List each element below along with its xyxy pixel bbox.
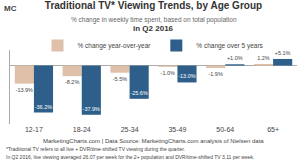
svg-text:*Traditional TV refers to all: *Traditional TV refers to all live + DVR… xyxy=(6,146,185,152)
svg-text:35-49: 35-49 xyxy=(168,126,186,133)
svg-text:18-24: 18-24 xyxy=(73,126,91,133)
svg-text:in Q2 2016: in Q2 2016 xyxy=(133,24,174,33)
svg-text:In Q2 2016, live viewing avera: In Q2 2016, live viewing averaged 26.07 … xyxy=(6,154,254,160)
svg-text:% change in weekly time spent,: % change in weekly time spent, based on … xyxy=(71,16,237,24)
svg-text:% change year-over-year: % change year-over-year xyxy=(78,42,152,50)
svg-text:+1.0%: +1.0% xyxy=(227,55,243,61)
svg-text:-1.0%: -1.0% xyxy=(161,70,175,76)
svg-text:MarketingCharts.com | Data Sou: MarketingCharts.com | Data Source: Marke… xyxy=(43,138,264,144)
svg-text:-25.6%: -25.6% xyxy=(130,90,148,96)
svg-text:-36.2%: -36.2% xyxy=(35,104,53,110)
svg-text:25-34: 25-34 xyxy=(121,126,139,133)
svg-text:-13.0%: -13.0% xyxy=(178,73,196,79)
svg-text:-5.5%: -5.5% xyxy=(113,76,127,82)
svg-text:-13.9%: -13.9% xyxy=(16,87,34,93)
svg-text:-37.9%: -37.9% xyxy=(83,106,101,112)
svg-text:-8.2%: -8.2% xyxy=(65,79,79,85)
svg-text:Traditional TV* Viewing Trends: Traditional TV* Viewing Trends, by Age G… xyxy=(45,0,262,11)
svg-text:1.2%: 1.2% xyxy=(257,55,270,61)
svg-text:50-64: 50-64 xyxy=(216,126,234,133)
svg-text:% change over 5 years: % change over 5 years xyxy=(196,42,263,50)
svg-text:12-17: 12-17 xyxy=(25,126,43,133)
svg-text:-1.9%: -1.9% xyxy=(208,71,222,77)
svg-text:MC: MC xyxy=(4,4,17,13)
svg-text:65+: 65+ xyxy=(267,126,279,133)
svg-text:+5.1%: +5.1% xyxy=(275,50,291,56)
